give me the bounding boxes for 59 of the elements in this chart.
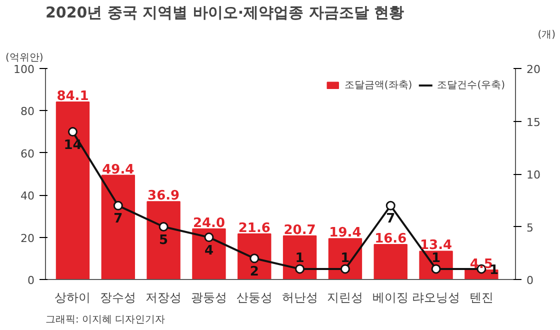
x-tick-label: 산둥성 bbox=[236, 290, 272, 304]
data-label: 5 bbox=[159, 232, 168, 248]
x-tick-label: 지린성 bbox=[327, 290, 364, 304]
data-label: 19.4 bbox=[329, 226, 362, 241]
x-tick-label: 저장성 bbox=[146, 290, 182, 304]
y2-axis-title: (개) bbox=[538, 30, 556, 40]
bar bbox=[192, 228, 226, 280]
bar bbox=[374, 244, 408, 280]
bar bbox=[146, 201, 180, 280]
data-label: 36.9 bbox=[148, 188, 180, 204]
data-label: 1 bbox=[295, 250, 304, 266]
text: 그래픽: 이지혜 디자인기자 bbox=[46, 314, 166, 326]
y-tick-label: 0 bbox=[28, 274, 34, 287]
bar bbox=[282, 235, 317, 280]
x-tick-label: 베이징 bbox=[372, 290, 409, 304]
data-label: 13.4 bbox=[420, 238, 452, 254]
y2-tick-label: 0 bbox=[526, 274, 534, 287]
x-tick-label: 광둥성 bbox=[190, 290, 227, 304]
point bbox=[295, 264, 305, 274]
point bbox=[158, 222, 168, 232]
bar bbox=[56, 102, 90, 280]
data-label: 4 bbox=[204, 243, 214, 258]
x-tick-label: 상하이 bbox=[54, 290, 91, 304]
data-label: 49.4 bbox=[102, 162, 134, 178]
y2-tick-label: 5 bbox=[526, 221, 534, 234]
data-label: 84.1 bbox=[56, 89, 89, 104]
data-label: 1 bbox=[340, 250, 350, 266]
y-tick-label: 100 bbox=[14, 63, 35, 76]
point bbox=[113, 200, 123, 210]
x-tick-label: 장수성 bbox=[100, 290, 136, 304]
legend-label: 조달건수(우축) bbox=[437, 79, 505, 92]
y-tick-label: 60 bbox=[20, 147, 35, 160]
data-label: 20.7 bbox=[284, 222, 316, 238]
y-tick-label: 20 bbox=[20, 232, 35, 245]
point bbox=[204, 232, 214, 242]
y-tick-label: 40 bbox=[20, 190, 35, 203]
chart-title: 2020년 중국 지역별 바이오·제약업종 자금조달 현황 bbox=[46, 4, 404, 22]
y2-tick-label: 10 bbox=[526, 168, 540, 182]
y2-tick-label: 20 bbox=[526, 63, 540, 76]
y-tick-label: 80 bbox=[20, 105, 35, 118]
x-tick-label: 랴오닝성 bbox=[412, 290, 460, 304]
data-label: 7 bbox=[114, 212, 123, 227]
data-label: 2 bbox=[250, 264, 259, 280]
y2-tick-label: 15 bbox=[526, 116, 540, 129]
data-label: 7 bbox=[386, 212, 396, 227]
data-label: 21.6 bbox=[238, 220, 270, 236]
y-axis-title: (억위안) bbox=[6, 52, 44, 64]
data-label: 16.6 bbox=[374, 231, 407, 246]
data-label: 1 bbox=[432, 250, 441, 266]
data-label: 24.0 bbox=[192, 216, 226, 231]
point bbox=[386, 200, 396, 210]
point bbox=[340, 264, 350, 274]
point bbox=[250, 254, 260, 264]
legend-label: 조달금액(좌축) bbox=[344, 79, 412, 92]
bar bbox=[238, 233, 272, 280]
x-tick-label: 텐진 bbox=[469, 290, 494, 304]
x-tick-label: 허난성 bbox=[282, 290, 318, 304]
point bbox=[68, 127, 78, 137]
bar bbox=[101, 174, 136, 280]
